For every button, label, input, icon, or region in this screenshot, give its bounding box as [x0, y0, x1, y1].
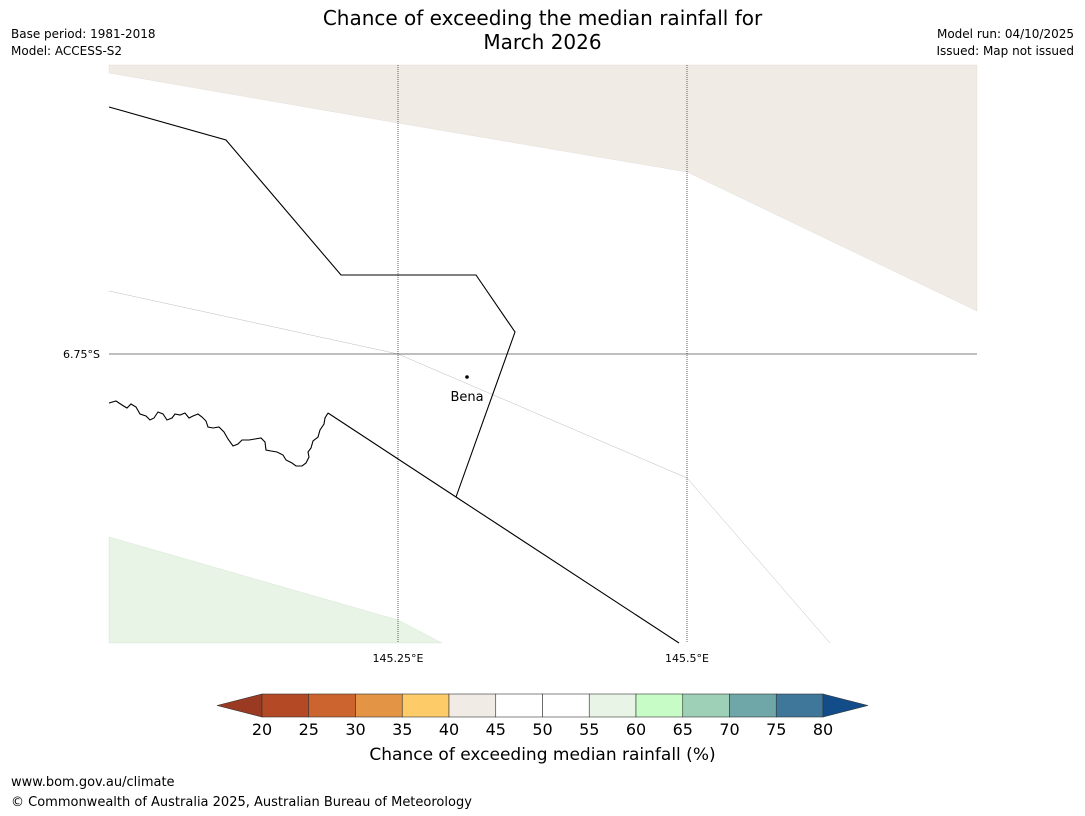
- colorbar-tick-label: 35: [392, 720, 413, 739]
- colorbar-tick-label: 25: [298, 720, 319, 739]
- colorbar-tick-label: 70: [719, 720, 740, 739]
- colorbar-tick-label: 40: [438, 720, 460, 739]
- footer-copyright: © Commonwealth of Australia 2025, Austra…: [11, 795, 472, 810]
- region-40-45: [108, 64, 978, 312]
- colorbar-segment-25-30: [308, 693, 356, 718]
- lon-label-2: 145.5°E: [665, 652, 709, 665]
- river-boundary: [108, 400, 329, 467]
- colorbar-tick-label: 50: [532, 720, 553, 739]
- contour-line: [108, 290, 831, 644]
- colorbar: [216, 693, 869, 718]
- colorbar-tick-label: 30: [345, 720, 366, 739]
- province-border: [108, 106, 516, 498]
- colorbar-segment-50-55: [542, 693, 590, 718]
- colorbar-segment-65-70: [682, 693, 730, 718]
- province-border-2: [327, 412, 680, 644]
- lat-label: 6.75°S: [63, 348, 100, 361]
- issued-status: Issued: Map not issued: [936, 44, 1074, 58]
- colorbar-tick-label: 60: [625, 720, 647, 739]
- colorbar-title: Chance of exceeding median rainfall (%): [369, 745, 716, 765]
- lon-label-1: 145.25°E: [373, 652, 424, 665]
- chart-title: Chance of exceeding the median rainfall …: [0, 6, 1085, 54]
- colorbar-segment-60-65: [635, 693, 684, 718]
- colorbar-tick-label: 45: [485, 720, 506, 739]
- colorbar-segment-30-35: [355, 693, 403, 718]
- footer-url[interactable]: www.bom.gov.au/climate: [11, 775, 175, 790]
- meta-right: Model run: 04/10/2025 Issued: Map not is…: [936, 26, 1074, 60]
- colorbar-segment-55-60: [588, 693, 637, 718]
- colorbar-segment-35-40: [401, 693, 450, 718]
- colorbar-segment-20-25: [261, 693, 310, 718]
- title-line-1: Chance of exceeding the median rainfall …: [322, 6, 763, 30]
- place-label-bena: Bena: [450, 390, 483, 405]
- colorbar-segment-45-50: [495, 693, 543, 718]
- colorbar-segment-40-45: [448, 693, 497, 718]
- colorbar-tick-label: 75: [766, 720, 787, 739]
- place-marker-bena: [465, 375, 469, 379]
- region-55-60: [108, 536, 443, 644]
- colorbar-arrow-low: [216, 693, 263, 718]
- colorbar-tick-label: 65: [672, 720, 693, 739]
- model-run: Model run: 04/10/2025: [936, 27, 1074, 41]
- colorbar-segment-70-75: [729, 693, 777, 718]
- meta-left: Base period: 1981-2018 Model: ACCESS-S2: [11, 26, 156, 60]
- colorbar-tick-label: 20: [251, 720, 273, 739]
- base-period: Base period: 1981-2018: [11, 27, 156, 41]
- colorbar-segment-75-80: [775, 693, 824, 718]
- model-name: Model: ACCESS-S2: [11, 44, 123, 58]
- colorbar-tick-label: 55: [579, 720, 600, 739]
- title-line-2: March 2026: [483, 30, 602, 54]
- colorbar-arrow-high: [822, 693, 869, 718]
- colorbar-tick-label: 80: [812, 720, 834, 739]
- map-panel: Bena 6.75°S 145.25°E 145.5°E: [63, 64, 978, 665]
